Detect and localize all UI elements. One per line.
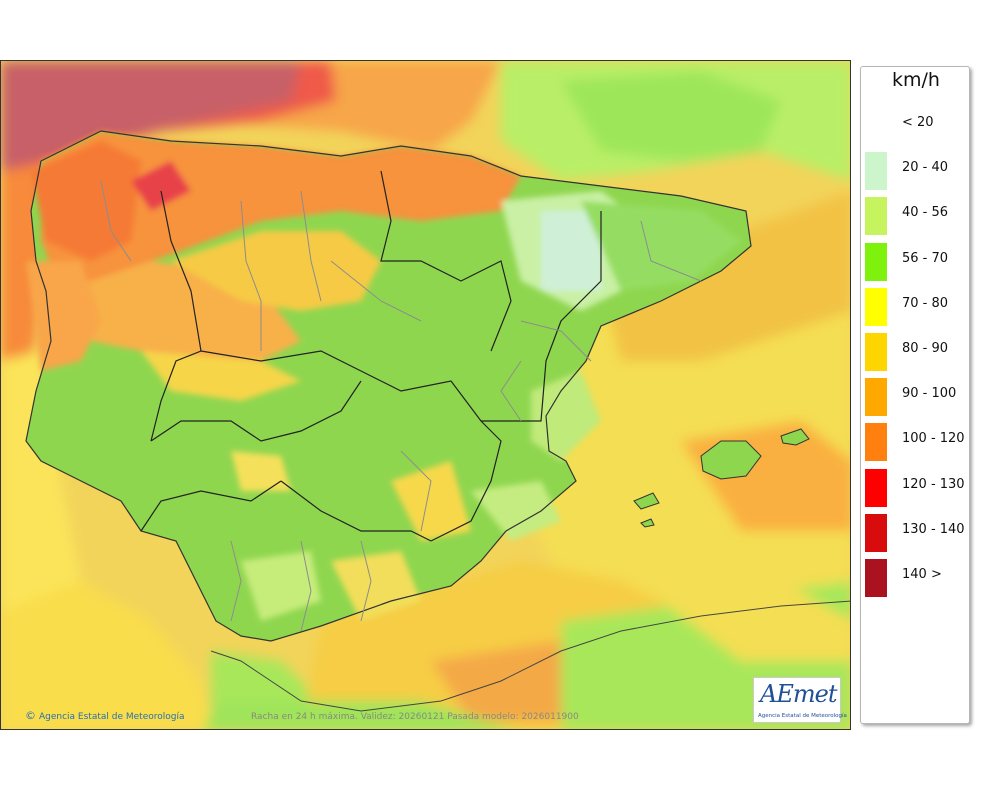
balearic-islands	[633, 428, 810, 528]
legend-label: 40 - 56	[902, 205, 949, 221]
legend-item: < 20	[865, 105, 969, 145]
legend-item: 140 >	[865, 557, 969, 597]
aemet-logo: AEmet Agencia Estatal de Meteorología	[753, 677, 847, 723]
legend-item: 56 - 70	[865, 241, 969, 281]
legend-swatch	[865, 423, 887, 462]
agency-credit-label: Agencia Estatal de Meteorología	[39, 712, 185, 722]
legend-swatch	[865, 378, 887, 417]
province-borders	[100, 180, 702, 632]
legend-swatch	[865, 152, 887, 191]
legend-swatch	[865, 242, 887, 281]
legend-item: 20 - 40	[865, 150, 969, 191]
legend-label: 80 - 90	[902, 341, 949, 356]
legend-label: 56 - 70	[902, 250, 949, 266]
validity-label: Racha en 24 h máxima. Validez: 20260121 …	[251, 712, 579, 722]
legend-label: 100 - 120	[902, 431, 965, 447]
coastline	[25, 130, 752, 642]
legend-swatch	[865, 287, 887, 326]
legend-swatch	[865, 107, 887, 145]
legend-label: < 20	[902, 115, 934, 130]
legend-swatch	[865, 468, 887, 507]
region-borders	[140, 170, 602, 542]
legend-swatch	[865, 197, 887, 236]
legend-item: 120 - 130	[865, 467, 969, 507]
legend-item: 100 - 120	[865, 421, 969, 462]
aemet-logo-wordmark: AEmet	[760, 680, 837, 708]
legend-item: 130 - 140	[865, 512, 969, 552]
legend-swatch	[865, 513, 887, 552]
legend-label: 70 - 80	[902, 295, 949, 311]
legend-panel: km/h < 20 20 - 40 40 - 56 56 - 70 70 - 80 80 …	[860, 66, 970, 724]
wind-gust-map: © Agencia Estatal de Meteorología Racha e…	[0, 60, 851, 730]
legend-item: 70 - 80	[865, 286, 969, 326]
legend-unit: km/h	[892, 69, 940, 91]
legend-label: 90 - 100	[902, 386, 957, 402]
legend-item: 90 - 100	[865, 376, 969, 417]
copyright-icon: ©	[25, 709, 36, 722]
legend-swatch	[865, 559, 887, 597]
africa-coastline	[210, 600, 850, 712]
legend-swatch	[865, 333, 887, 371]
wind-field-sea	[1, 61, 850, 729]
map-canvas	[1, 61, 850, 729]
wind-field-land	[26, 131, 741, 621]
agency-credit: © Agencia Estatal de Meteorología	[25, 709, 185, 722]
legend-label: 140 >	[902, 567, 942, 582]
legend-label: 20 - 40	[902, 160, 949, 176]
legend-item: 80 - 90	[865, 331, 969, 371]
legend-label: 130 - 140	[902, 521, 965, 537]
aemet-logo-subtitle: Agencia Estatal de Meteorología	[758, 713, 847, 719]
legend-item: 40 - 56	[865, 195, 969, 236]
legend-label: 120 - 130	[902, 476, 965, 492]
